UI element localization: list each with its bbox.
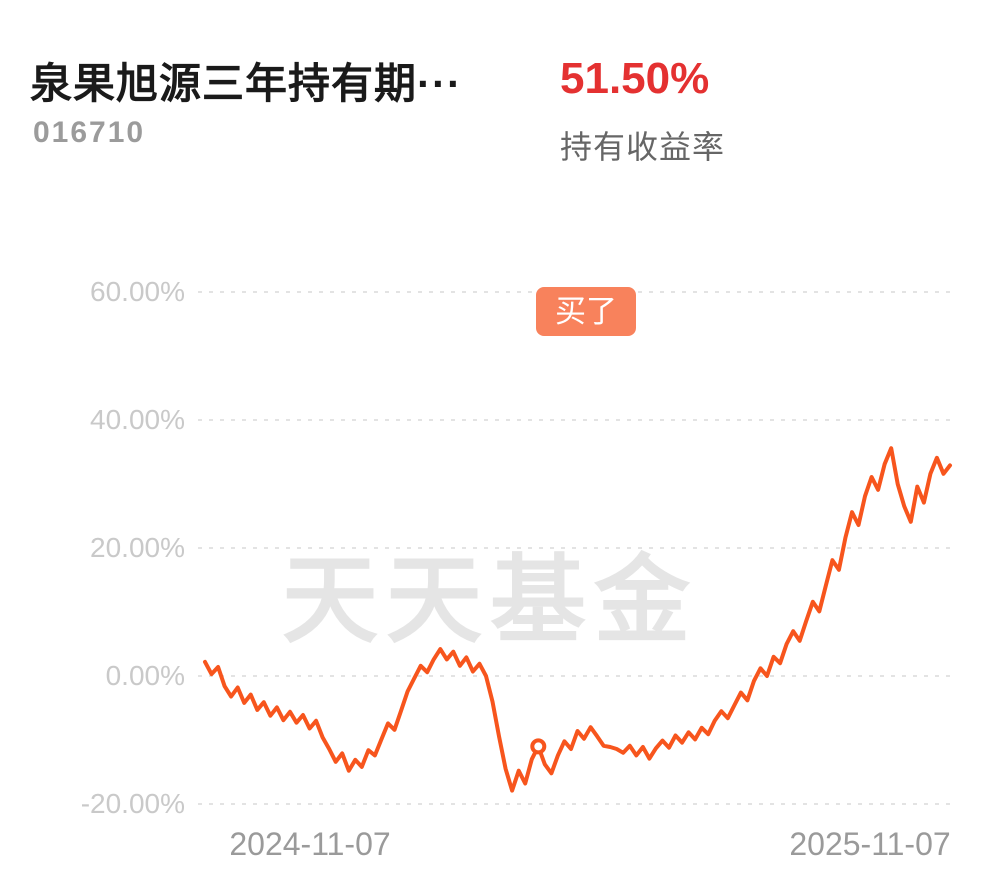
y-axis-tick: 60.00% xyxy=(90,276,185,307)
buy-tooltip-label: 买了 xyxy=(555,294,617,329)
x-axis-tick: 2025-11-07 xyxy=(789,826,951,862)
fund-code: 016710 xyxy=(33,116,146,149)
holding-return-label: 持有收益率 xyxy=(560,129,726,165)
y-axis-tick: -20.00% xyxy=(80,788,185,819)
fund-name: 泉果旭源三年持有期··· xyxy=(30,60,462,107)
holding-return-value: 51.50% xyxy=(560,54,710,103)
return-line-series xyxy=(203,446,952,793)
watermark-text: 天天基金 xyxy=(282,547,698,655)
buy-point-dot xyxy=(530,738,547,755)
y-axis-tick: 20.00% xyxy=(90,532,185,563)
y-axis-tick: 0.00% xyxy=(105,660,185,691)
buy-tooltip: 买了 xyxy=(536,287,636,336)
y-axis-tick: 40.00% xyxy=(90,404,185,435)
x-axis-tick: 2024-11-07 xyxy=(229,826,391,862)
